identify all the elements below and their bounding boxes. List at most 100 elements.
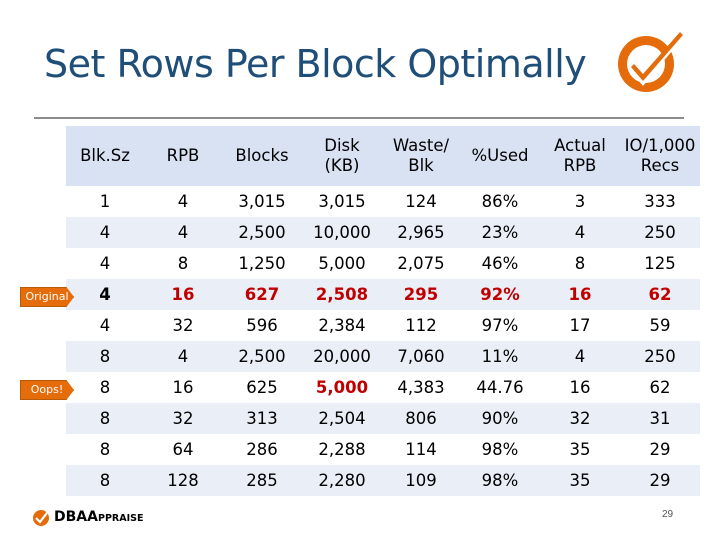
table-cell: 333	[620, 186, 700, 217]
column-header-label: Blk.Sz	[80, 146, 130, 165]
table-cell: 250	[620, 217, 700, 248]
table-cell: 4	[66, 217, 144, 248]
table-row: 8 64 286 2,288 114 98% 35 29	[66, 434, 700, 465]
table-cell: 4,383	[382, 372, 460, 403]
original-badge: Original	[20, 287, 74, 307]
column-header: IO/1,000 Recs	[620, 126, 700, 186]
table-cell: 627	[222, 279, 302, 310]
table-body: 1 4 3,015 3,015 124 86% 3 333 4 4 2,500 10,000 2,965…	[66, 186, 700, 496]
table-cell: 2,500	[222, 341, 302, 372]
table-cell: 31	[620, 403, 700, 434]
column-header-label: (KB)	[324, 156, 360, 175]
table-cell: 5,000	[302, 372, 382, 403]
table-cell: 8	[66, 372, 144, 403]
column-header: Actual RPB	[540, 126, 620, 186]
table-cell: 8	[66, 434, 144, 465]
table-cell: 44.76	[460, 372, 540, 403]
table-cell: 8	[66, 341, 144, 372]
table-cell: 29	[620, 465, 700, 496]
column-header-label: %Used	[471, 146, 529, 165]
table-cell: 125	[620, 248, 700, 279]
column-header: RPB	[144, 126, 222, 186]
slide-title: Set Rows Per Block Optimally	[44, 42, 587, 86]
table-cell: 62	[620, 279, 700, 310]
table-row: 8 16 625 5,000 4,383 44.76 16 62	[66, 372, 700, 403]
page-number: 29	[662, 509, 674, 520]
column-header: Disk (KB)	[302, 126, 382, 186]
table-cell: 124	[382, 186, 460, 217]
table-cell: 4	[66, 279, 144, 310]
table-cell: 8	[144, 248, 222, 279]
table-cell: 2,280	[302, 465, 382, 496]
table-cell: 250	[620, 341, 700, 372]
table-cell: 112	[382, 310, 460, 341]
table-cell: 10,000	[302, 217, 382, 248]
column-header-label: Blk	[408, 156, 434, 175]
table-cell: 1	[66, 186, 144, 217]
table-row: 4 8 1,250 5,000 2,075 46% 8 125	[66, 248, 700, 279]
table-cell: 8	[540, 248, 620, 279]
table-cell: 62	[620, 372, 700, 403]
table-cell: 97%	[460, 310, 540, 341]
table-cell: 16	[540, 372, 620, 403]
table-cell: 596	[222, 310, 302, 341]
table-cell: 35	[540, 465, 620, 496]
table-cell: 3,015	[302, 186, 382, 217]
table-cell: 20,000	[302, 341, 382, 372]
table-cell: 23%	[460, 217, 540, 248]
table-cell: 128	[144, 465, 222, 496]
table-cell: 32	[144, 403, 222, 434]
table-cell: 3	[540, 186, 620, 217]
table-cell: 4	[144, 341, 222, 372]
table-cell: 35	[540, 434, 620, 465]
table-cell: 32	[144, 310, 222, 341]
table-row: 8 128 285 2,280 109 98% 35 29	[66, 465, 700, 496]
table-cell: 5,000	[302, 248, 382, 279]
table-cell: 17	[540, 310, 620, 341]
table-cell: 8	[66, 403, 144, 434]
table-cell: 286	[222, 434, 302, 465]
table-cell: 2,384	[302, 310, 382, 341]
column-header: Waste/Blk	[382, 126, 460, 186]
column-header: Blk.Sz	[66, 126, 144, 186]
footer-brand: DBAAPPRAISE	[54, 509, 144, 525]
table-cell: 7,060	[382, 341, 460, 372]
rows-per-block-table: Blk.Sz RPB Blocks Disk (KB) Waste/Blk %Used Act…	[66, 126, 700, 496]
table-header-row: Blk.Sz RPB Blocks Disk (KB) Waste/Blk %Used Act…	[66, 126, 700, 186]
table-cell: 4	[66, 248, 144, 279]
table-row: 4 32 596 2,384 112 97% 17 59	[66, 310, 700, 341]
table-cell: 4	[540, 217, 620, 248]
table-cell: 4	[540, 341, 620, 372]
table-row: 8 4 2,500 20,000 7,060 11% 4 250	[66, 341, 700, 372]
column-header-label: Actual	[554, 136, 606, 155]
footer-logo: DBAAPPRAISE	[32, 505, 143, 529]
table-cell: 109	[382, 465, 460, 496]
table-cell: 16	[144, 372, 222, 403]
table-cell: 1,250	[222, 248, 302, 279]
table-cell: 2,504	[302, 403, 382, 434]
column-header-label: RPB	[166, 146, 200, 165]
table-cell: 90%	[460, 403, 540, 434]
table-cell: 8	[66, 465, 144, 496]
table-cell: 32	[540, 403, 620, 434]
column-header-label: IO/1,000	[624, 136, 696, 155]
table-cell: 4	[66, 310, 144, 341]
table-cell: 16	[540, 279, 620, 310]
table-cell: 29	[620, 434, 700, 465]
column-header-label: Blocks	[235, 146, 289, 165]
table-cell: 46%	[460, 248, 540, 279]
table-cell: 11%	[460, 341, 540, 372]
table-cell: 98%	[460, 434, 540, 465]
table-cell: 3,015	[222, 186, 302, 217]
column-header-label: RPB	[563, 156, 597, 175]
table-cell: 313	[222, 403, 302, 434]
checkmark-icon	[33, 508, 51, 526]
column-header: Blocks	[222, 126, 302, 186]
table-cell: 86%	[460, 186, 540, 217]
table-cell: 92%	[460, 279, 540, 310]
table-cell: 2,965	[382, 217, 460, 248]
table-cell: 285	[222, 465, 302, 496]
table-cell: 625	[222, 372, 302, 403]
table-cell: 114	[382, 434, 460, 465]
table-cell: 806	[382, 403, 460, 434]
